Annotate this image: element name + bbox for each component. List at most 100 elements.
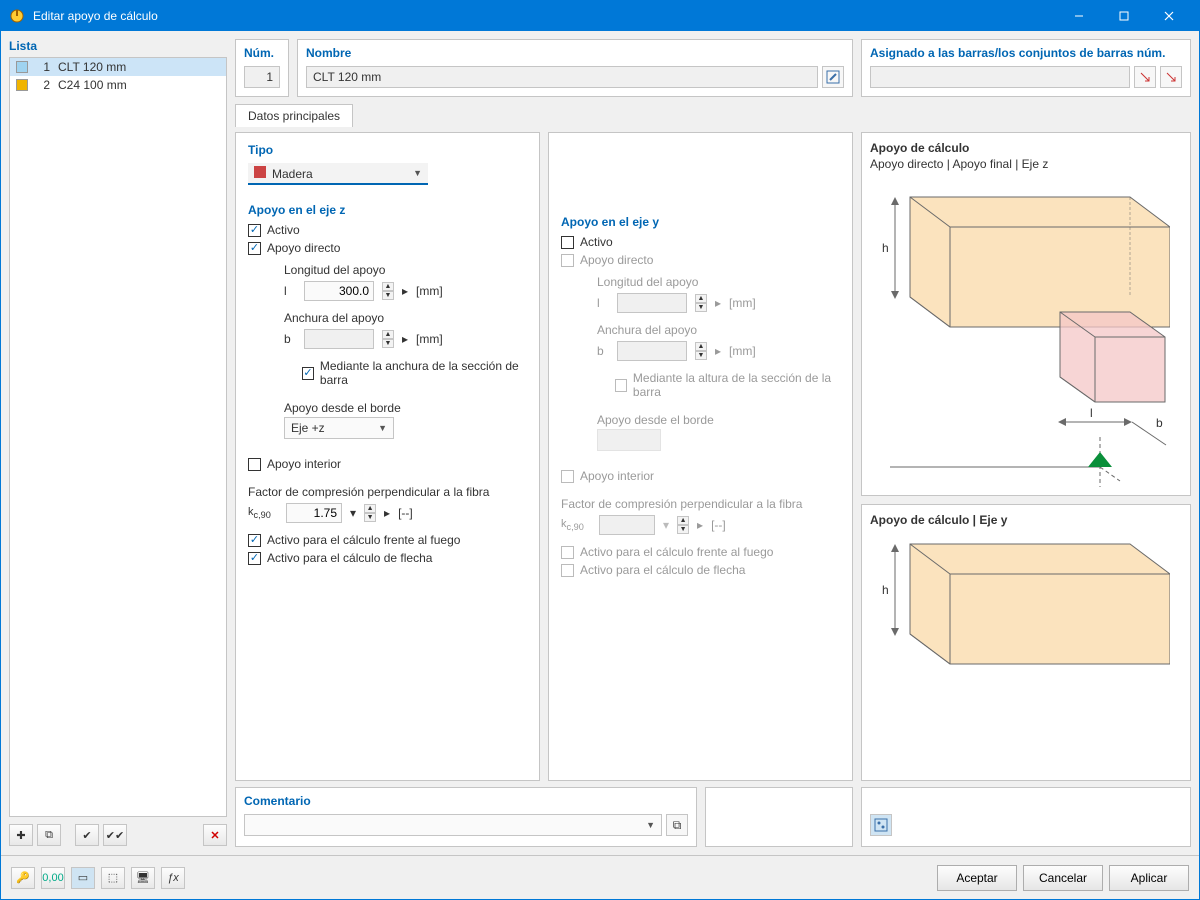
comment-combo[interactable]: ▼: [244, 814, 662, 836]
num-label: Núm.: [244, 46, 280, 60]
y-width-by-section-checkbox: Mediante la altura de la sección de la b…: [615, 371, 840, 399]
num-input[interactable]: 1: [244, 66, 280, 88]
view3-button[interactable]: 🖥: [131, 867, 155, 889]
svg-text:h: h: [882, 241, 889, 255]
z-edge-label: Apoyo desde el borde: [284, 401, 527, 415]
list-panel[interactable]: 1 CLT 120 mm 2 C24 100 mm: [9, 57, 227, 817]
z-width-input: [304, 329, 374, 349]
z-length-spinner[interactable]: ▲▼: [382, 282, 394, 300]
y-width-input: [617, 341, 687, 361]
z-width-spinner: ▲▼: [382, 330, 394, 348]
type-section: Tipo: [248, 143, 527, 157]
y-interior-checkbox: Apoyo interior: [561, 469, 840, 483]
arrow-right-icon: ▸: [715, 344, 721, 358]
fx-button[interactable]: ƒx: [161, 867, 185, 889]
comment-edit-button[interactable]: ⧉: [666, 814, 688, 836]
y-width-unit: [mm]: [729, 344, 756, 358]
chevron-down-icon: ▼: [413, 168, 422, 178]
z-kc-spinner[interactable]: ▲▼: [364, 504, 376, 522]
chevron-down-icon: ▼: [646, 820, 655, 830]
y-length-input: [617, 293, 687, 313]
y-width-label: Anchura del apoyo: [597, 323, 840, 337]
close-button[interactable]: [1146, 1, 1191, 31]
app-icon: [9, 8, 25, 24]
copy-button[interactable]: ⧉: [37, 824, 61, 846]
list-item-num: 2: [34, 78, 50, 92]
name-label: Nombre: [306, 46, 844, 60]
z-kc-sym: kc,90: [248, 506, 278, 520]
comment-label: Comentario: [244, 794, 688, 808]
arrow-right-icon[interactable]: ▸: [402, 284, 408, 298]
list-item[interactable]: 1 CLT 120 mm: [10, 58, 226, 76]
y-length-unit: [mm]: [729, 296, 756, 310]
check-button[interactable]: ✔: [75, 824, 99, 846]
ok-button[interactable]: Aceptar: [937, 865, 1017, 891]
chevron-down-icon: ▾: [663, 518, 669, 532]
z-kc-label: Factor de compresión perpendicular a la …: [248, 485, 527, 499]
z-deflection-checkbox[interactable]: Activo para el cálculo de flecha: [248, 551, 527, 565]
pick-member-button[interactable]: [1134, 66, 1156, 88]
apply-button[interactable]: Aplicar: [1109, 865, 1189, 891]
arrow-right-icon[interactable]: ▸: [384, 506, 390, 520]
color-swatch: [16, 79, 28, 91]
y-fire-checkbox: Activo para el cálculo frente al fuego: [561, 545, 840, 559]
z-kc-unit: [--]: [398, 506, 413, 520]
maximize-button[interactable]: [1101, 1, 1146, 31]
z-width-unit: [mm]: [416, 332, 443, 346]
axis-y-section: Apoyo en el eje y: [561, 215, 840, 229]
z-width-sym: b: [284, 332, 296, 346]
arrow-right-icon: ▸: [715, 296, 721, 310]
y-kc-unit: [--]: [711, 518, 726, 532]
units-button[interactable]: 0,00: [41, 867, 65, 889]
z-length-input[interactable]: [304, 281, 374, 301]
y-length-sym: l: [597, 296, 609, 310]
check-all-button[interactable]: ✔✔: [103, 824, 127, 846]
y-active-checkbox[interactable]: Activo: [561, 235, 840, 249]
view2-button[interactable]: ⬚: [101, 867, 125, 889]
type-value: Madera: [272, 167, 313, 181]
arrow-right-icon: ▸: [697, 518, 703, 532]
cancel-button[interactable]: Cancelar: [1023, 865, 1103, 891]
preview2-title: Apoyo de cálculo | Eje y: [870, 513, 1182, 527]
z-width-by-section-checkbox[interactable]: Mediante la anchura de la sección de bar…: [302, 359, 527, 387]
new-button[interactable]: ✚: [9, 824, 33, 846]
pick-set-button[interactable]: [1160, 66, 1182, 88]
axis-z-section: Apoyo en el eje z: [248, 203, 527, 217]
y-width-spinner: ▲▼: [695, 342, 707, 360]
svg-text:h: h: [882, 583, 889, 597]
preview-settings-button[interactable]: [870, 814, 892, 836]
y-edge-label: Apoyo desde el borde: [597, 413, 840, 427]
minimize-button[interactable]: [1056, 1, 1101, 31]
edit-name-button[interactable]: [822, 66, 844, 88]
view1-button[interactable]: ▭: [71, 867, 95, 889]
name-input[interactable]: CLT 120 mm: [306, 66, 818, 88]
delete-button[interactable]: ✕: [203, 824, 227, 846]
z-length-unit: [mm]: [416, 284, 443, 298]
y-direct-checkbox: Apoyo directo: [561, 253, 840, 267]
tab-main[interactable]: Datos principales: [235, 104, 353, 127]
svg-text:b: b: [1156, 416, 1163, 430]
assign-input[interactable]: [870, 66, 1130, 88]
z-edge-select[interactable]: Eje +z ▼: [284, 417, 394, 439]
z-kc-input[interactable]: [286, 503, 342, 523]
assign-label: Asignado a las barras/los conjuntos de b…: [870, 46, 1182, 60]
chevron-down-icon[interactable]: ▾: [350, 506, 356, 520]
window-title: Editar apoyo de cálculo: [33, 9, 1056, 23]
z-direct-checkbox[interactable]: Apoyo directo: [248, 241, 527, 255]
list-item-name: CLT 120 mm: [58, 60, 126, 74]
y-kc-sym: kc,90: [561, 518, 591, 532]
list-item-num: 1: [34, 60, 50, 74]
y-length-spinner: ▲▼: [695, 294, 707, 312]
type-select[interactable]: Madera ▼: [248, 163, 428, 185]
z-active-checkbox[interactable]: Activo: [248, 223, 527, 237]
arrow-right-icon: ▸: [402, 332, 408, 346]
y-kc-spinner: ▲▼: [677, 516, 689, 534]
preview1-subtitle: Apoyo directo | Apoyo final | Eje z: [870, 157, 1182, 171]
z-fire-checkbox[interactable]: Activo para el cálculo frente al fuego: [248, 533, 527, 547]
list-item[interactable]: 2 C24 100 mm: [10, 76, 226, 94]
preview1-title: Apoyo de cálculo: [870, 141, 1182, 155]
z-interior-checkbox[interactable]: Apoyo interior: [248, 457, 527, 471]
svg-text:l: l: [1090, 406, 1093, 420]
y-edge-select: [597, 429, 661, 451]
help-button[interactable]: 🔑: [11, 867, 35, 889]
